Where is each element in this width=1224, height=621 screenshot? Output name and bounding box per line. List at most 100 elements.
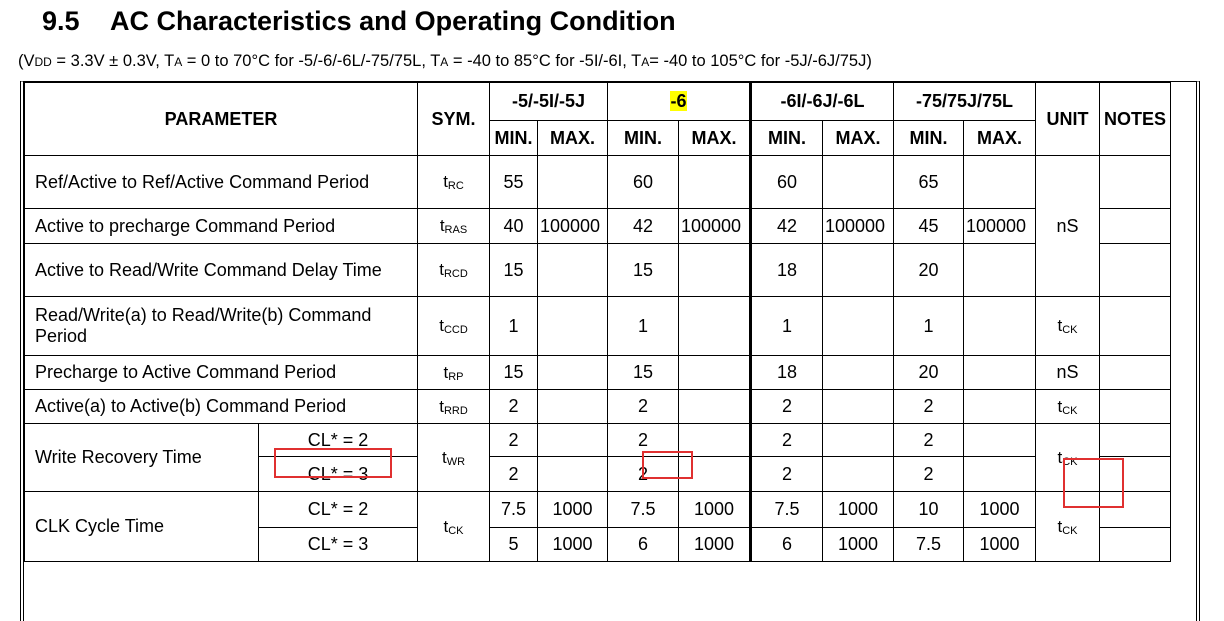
value-cell: 100000: [963, 208, 1036, 244]
cl-condition: CL* = 3: [258, 456, 418, 492]
header-min: MIN.: [750, 120, 823, 156]
value-cell: [678, 296, 752, 356]
table-row: Write Recovery Time CL* = 2 tWR 2 2 2 2 …: [24, 423, 1171, 492]
value-cell: 45: [893, 208, 964, 244]
value-cell: 2: [489, 389, 538, 424]
header-grade-6i: -6I/-6J/-6L: [750, 82, 894, 121]
notes-cell: [1099, 423, 1171, 457]
header-notes: NOTES: [1099, 82, 1171, 156]
value-cell: [537, 296, 608, 356]
value-cell: [678, 389, 752, 424]
value-cell: [963, 155, 1036, 209]
value-cell: 6: [750, 527, 823, 562]
value-cell: [963, 243, 1036, 297]
section-number: 9.5: [42, 6, 80, 36]
value-cell: 1000: [822, 491, 894, 528]
header-unit: UNIT: [1035, 82, 1100, 156]
header-max: MAX.: [963, 120, 1036, 156]
symbol: tRP: [417, 355, 490, 390]
value-cell: 1000: [822, 527, 894, 562]
unit-cell: nS: [1035, 155, 1100, 297]
unit-cell: tCK: [1035, 423, 1100, 492]
value-cell: 100000: [678, 208, 752, 244]
value-cell: 7.5: [607, 491, 679, 528]
section-title: AC Characteristics and Operating Conditi…: [110, 6, 676, 36]
value-cell: 1000: [678, 527, 752, 562]
table-row: Read/Write(a) to Read/Write(b) Command P…: [24, 296, 1171, 356]
value-cell: [822, 423, 894, 457]
value-cell: 6: [607, 527, 679, 562]
value-cell: [537, 389, 608, 424]
value-cell: [678, 456, 752, 492]
table-frame: [20, 81, 1200, 621]
header-grade-75: -75/75J/75L: [893, 82, 1036, 121]
value-cell: 2: [489, 423, 538, 457]
value-cell: 100000: [822, 208, 894, 244]
table-row: Ref/Active to Ref/Active Command Period …: [24, 155, 1171, 297]
value-cell: 18: [750, 355, 823, 390]
value-cell: 55: [489, 155, 538, 209]
header-min: MIN.: [489, 120, 538, 156]
value-cell: 42: [750, 208, 823, 244]
value-cell: 2: [893, 423, 964, 457]
value-cell: [963, 423, 1036, 457]
value-cell: [678, 155, 752, 209]
value-cell: 18: [750, 243, 823, 297]
header-min: MIN.: [607, 120, 679, 156]
unit-cell: tCK: [1035, 296, 1100, 356]
value-cell: 2: [750, 389, 823, 424]
value-cell: [963, 296, 1036, 356]
param-name: CLK Cycle Time: [24, 491, 259, 562]
value-cell: 1000: [963, 491, 1036, 528]
notes-cell: [1099, 155, 1171, 209]
header-grade-5: -5/-5I/-5J: [489, 82, 608, 121]
unit-cell: nS: [1035, 355, 1100, 390]
value-cell: [537, 243, 608, 297]
value-cell: [963, 456, 1036, 492]
param-name: Active(a) to Active(b) Command Period: [24, 389, 418, 424]
value-cell: [537, 155, 608, 209]
value-cell: [822, 456, 894, 492]
value-cell: [678, 355, 752, 390]
value-cell: 2: [750, 423, 823, 457]
symbol: tRAS: [417, 208, 490, 244]
header-sym: SYM.: [417, 82, 490, 156]
symbol: tWR: [417, 423, 490, 492]
value-cell: [963, 389, 1036, 424]
operating-conditions: (VDD = 3.3V ± 0.3V, TA = 0 to 70°C for -…: [18, 52, 872, 70]
table-row: Active to precharge Command Period tRAS …: [24, 208, 1171, 244]
param-name: Ref/Active to Ref/Active Command Period: [24, 155, 418, 209]
value-cell: 1000: [678, 491, 752, 528]
notes-cell: [1099, 355, 1171, 390]
value-cell: 15: [489, 243, 538, 297]
table-row: Precharge to Active Command Period tRP 1…: [24, 355, 1171, 390]
cl-condition: CL* = 3: [258, 527, 418, 562]
param-name: Active to precharge Command Period: [24, 208, 418, 244]
value-cell: 2: [489, 456, 538, 492]
notes-cell: [1099, 389, 1171, 424]
header-max: MAX.: [822, 120, 894, 156]
value-cell: 40: [489, 208, 538, 244]
value-cell: 2: [893, 456, 964, 492]
header-min: MIN.: [893, 120, 964, 156]
header-grade-6: -6: [607, 82, 752, 121]
table-row: Active(a) to Active(b) Command Period tR…: [24, 389, 1171, 424]
param-name: Precharge to Active Command Period: [24, 355, 418, 390]
value-cell: [822, 243, 894, 297]
table-row: CLK Cycle Time CL* = 2 tCK 7.5 1000 7.5 …: [24, 491, 1171, 562]
value-cell: [678, 423, 752, 457]
value-cell: [537, 355, 608, 390]
value-cell: 20: [893, 243, 964, 297]
param-name: Active to Read/Write Command Delay Time: [24, 243, 418, 297]
value-cell: 1: [893, 296, 964, 356]
symbol: tCCD: [417, 296, 490, 356]
value-cell: 2: [607, 423, 679, 457]
unit-cell: tCK: [1035, 389, 1100, 424]
notes-cell: [1099, 527, 1171, 562]
symbol: tRRD: [417, 389, 490, 424]
notes-cell: [1099, 296, 1171, 356]
value-cell: 1: [489, 296, 538, 356]
value-cell: [537, 423, 608, 457]
table-row: Active to Read/Write Command Delay Time …: [24, 243, 1171, 297]
value-cell: [537, 456, 608, 492]
